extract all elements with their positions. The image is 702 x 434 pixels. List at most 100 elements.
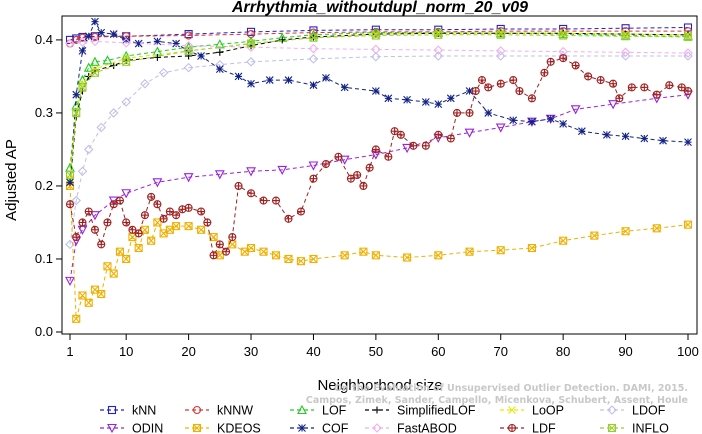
point-ldf [321, 159, 330, 169]
series-kdeos [65, 181, 693, 323]
point-kdeos [465, 247, 474, 256]
point-odin [277, 165, 288, 176]
point-cof [284, 76, 293, 84]
legend-label-knnw: kNNW [217, 404, 253, 418]
point-ldof [140, 78, 150, 89]
point-ldf [246, 189, 256, 198]
point-inflo [683, 32, 693, 42]
point-odin [608, 100, 619, 110]
point-odin [152, 178, 163, 188]
point-kdeos [184, 222, 193, 231]
point-ldf [78, 218, 87, 227]
point-inflo [78, 83, 87, 92]
legend-label-lof: LOF [322, 404, 347, 418]
point-kdeos [197, 225, 206, 234]
point-ldof [371, 51, 381, 62]
point-kdeos [78, 291, 87, 300]
point-odin [183, 173, 194, 183]
point-ldf [172, 211, 181, 220]
legend-item-simplifiedlof: SimplifiedLOF [365, 404, 476, 418]
legend-marker-knn [107, 405, 117, 415]
point-ldf [527, 94, 536, 103]
point-cof [247, 79, 255, 88]
x-tick-label: 60 [431, 344, 445, 359]
point-odin [308, 161, 319, 171]
point-kdeos [109, 269, 118, 278]
legend-item-odin: ODIN [100, 422, 163, 434]
point-kdeos [527, 243, 536, 253]
point-ldf [390, 127, 399, 136]
y-tick-label: 0.4 [35, 32, 53, 47]
series-line-loop [69, 32, 689, 179]
legend-marker-simplifiedlof [373, 406, 381, 414]
point-ldof [158, 67, 169, 78]
point-lof [620, 30, 631, 40]
point-cof [66, 178, 74, 187]
point-ldof [183, 62, 194, 73]
point-kdeos [209, 233, 218, 242]
y-tick-label: 0.0 [35, 324, 53, 339]
point-inflo [122, 57, 131, 66]
point-ldf [228, 233, 237, 242]
point-cof [602, 130, 611, 139]
point-fastabod [90, 36, 100, 47]
point-ldof [308, 54, 319, 64]
legend-marker-loop [508, 406, 516, 414]
point-ldf [677, 83, 686, 92]
point-ldf [72, 233, 81, 242]
point-ldf [359, 181, 368, 191]
y-axis-label: Adjusted AP [3, 139, 20, 221]
point-kdeos [309, 254, 318, 264]
legend-item-lof: LOF [290, 404, 347, 418]
point-ldf [683, 86, 693, 96]
point-kdeos [246, 243, 256, 253]
point-ldf [178, 205, 187, 214]
point-ldf [627, 83, 636, 92]
point-ldf [434, 130, 443, 139]
point-ldof [620, 51, 631, 61]
series-ldf [65, 54, 693, 260]
point-ldf [197, 207, 206, 216]
point-ldf [652, 90, 661, 99]
point-ldf [546, 57, 555, 66]
point-lof [102, 55, 113, 65]
point-inflo [621, 32, 630, 41]
point-ldf [90, 225, 100, 234]
point-ldf [640, 83, 649, 92]
legend-label-ldof: LDOF [632, 404, 666, 418]
point-odin [90, 211, 100, 221]
point-kdeos [652, 224, 661, 233]
point-ldf [353, 170, 362, 180]
x-tick-label: 1 [66, 344, 73, 359]
point-ldf [409, 141, 418, 150]
point-simplifiedlof [216, 48, 224, 56]
point-odin [339, 155, 350, 165]
legend-label-cof: COF [322, 422, 349, 434]
legend-item-knn: kNN [100, 404, 156, 418]
point-ldf [271, 196, 281, 205]
point-kdeos [147, 236, 156, 245]
point-ldf [128, 225, 137, 234]
x-tick-label: 10 [119, 344, 133, 359]
point-ldf [515, 86, 524, 96]
point-ldf [584, 72, 593, 81]
point-fastabod [121, 38, 131, 48]
point-cof [403, 95, 411, 104]
point-ldf [365, 163, 374, 172]
point-inflo [90, 68, 100, 77]
legend-marker-knnw [192, 405, 202, 415]
point-kdeos [284, 254, 293, 264]
point-kdeos [172, 222, 181, 231]
point-cof [559, 119, 568, 128]
point-fastabod [683, 48, 693, 58]
point-ldf [284, 214, 293, 223]
point-ldf [596, 76, 605, 85]
point-lof [214, 39, 225, 49]
point-fastabod [620, 47, 631, 58]
point-inflo [184, 46, 193, 55]
point-kdeos [559, 236, 568, 245]
point-ldf [115, 196, 124, 205]
point-ldf [140, 211, 149, 220]
point-simplifiedlof [110, 61, 118, 69]
series-fastabod [65, 36, 693, 58]
